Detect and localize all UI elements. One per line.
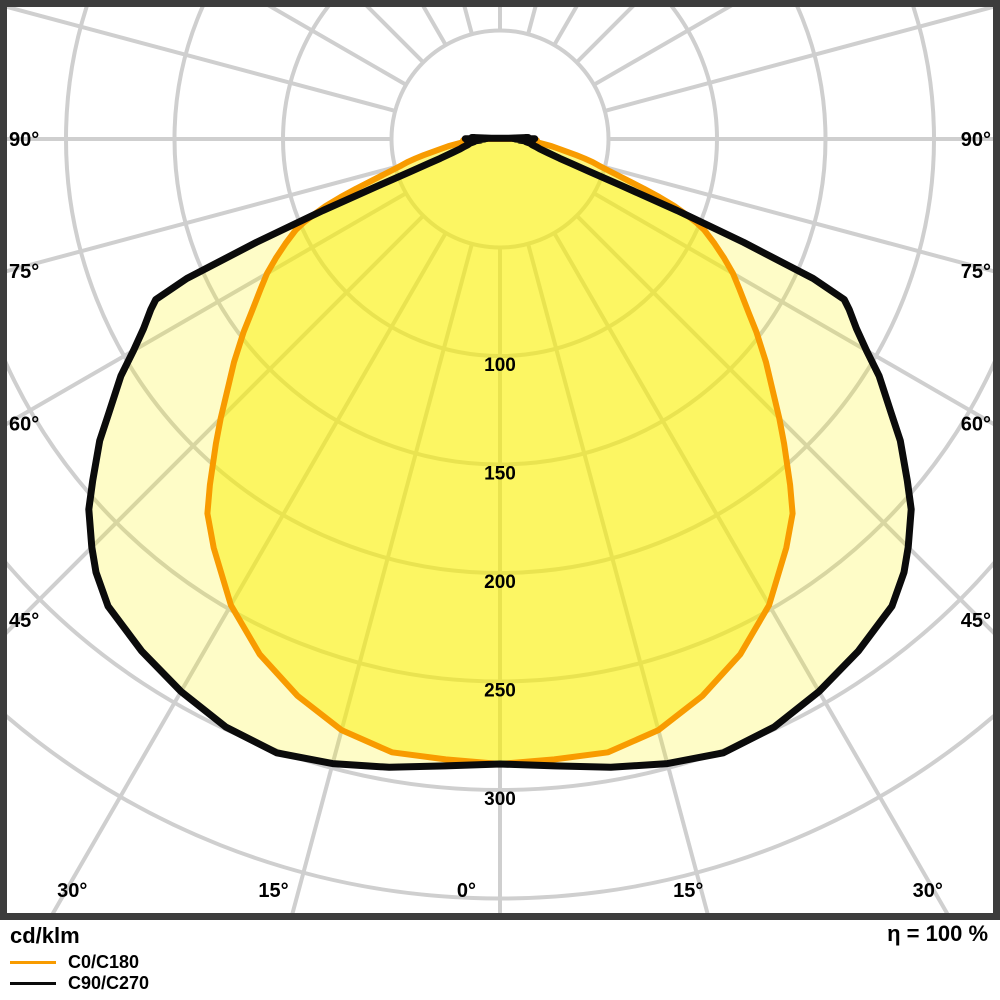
radial-tick-label-250: 250 [484,681,516,702]
grid-spoke-255 [7,7,396,113]
c0-c180-fill [207,139,793,764]
angle-label-90-left: 90° [9,129,39,151]
angle-label-bottom--30: 30° [57,880,87,902]
radial-tick-label-300: 300 [484,789,516,810]
angle-label-bottom-15: 15° [673,880,703,902]
radial-unit-label: cd/klm [10,923,80,948]
angle-label-90-right: 90° [961,129,991,151]
c0-c180-line-swatch [10,961,56,964]
angle-label-bottom--15: 15° [258,880,288,902]
angle-label-60-right: 60° [961,414,991,436]
radial-tick-label-200: 200 [484,572,516,593]
polar-plot-area: 100 150 200 250 300 90° 90° 75° 75° 60° 60° 45° 45° 3… [7,7,993,913]
radial-tick-label-150: 150 [484,464,516,485]
angle-label-75-right: 75° [961,261,991,283]
c90-c270-line-swatch [10,982,56,985]
polar-chart-canvas: 100 150 200 250 300 90° 90° 75° 75° 60° 60° 45° 45° 3… [0,0,1000,920]
legend-label-c0-c180: C0/C180 [68,952,140,972]
grid-spoke-60 [592,191,993,426]
chart-frame [0,0,1000,920]
angle-label-75-left: 75° [9,261,39,283]
grid-spoke-285 [7,165,396,274]
angle-label-bottom-30: 30° [913,880,943,902]
angle-label-60-left: 60° [9,414,39,436]
legend-label-c90-c270: C90/C270 [68,973,150,993]
angle-label-45-right: 45° [961,610,991,632]
c90-c270-curve [85,134,915,771]
grid-spoke-105 [604,7,993,113]
light-output-ratio-label: η = 100 % [887,921,988,946]
angle-label-bottom-0: 0° [457,880,476,902]
angle-label-45-left: 45° [9,610,39,632]
radial-tick-label-100: 100 [484,355,516,376]
grid-spoke-75 [604,165,993,274]
grid-spoke-300 [7,191,408,426]
